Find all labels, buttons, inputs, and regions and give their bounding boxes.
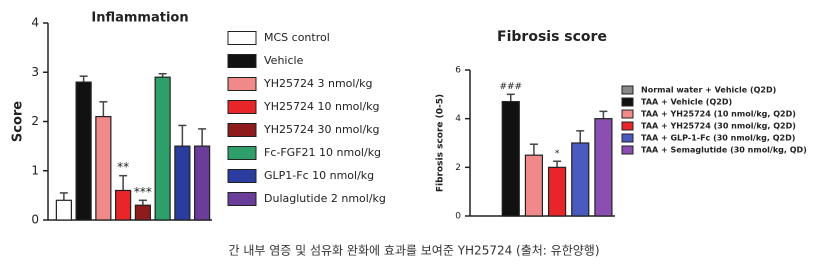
legend-label: TAA + Vehicle (Q2D) <box>641 98 732 107</box>
legend-label: YH25724 10 nmol/kg <box>263 100 380 113</box>
legend-swatch <box>227 100 257 114</box>
bar <box>95 115 112 221</box>
chart-title: Fibrosis score <box>497 29 607 45</box>
y-tick-label: 3 <box>31 65 39 79</box>
bar <box>571 142 590 217</box>
legend-swatch <box>621 133 634 143</box>
bar <box>115 189 132 221</box>
y-tick-label: 0 <box>455 212 461 222</box>
annotation: * <box>555 149 560 159</box>
bar <box>594 118 613 217</box>
legend-label: MCS control <box>264 31 330 44</box>
bar <box>134 204 151 221</box>
y-tick-label: 0 <box>31 213 39 227</box>
y-tick-label: 6 <box>455 66 461 76</box>
legend-label: TAA + YH25724 (30 nmol/kg, Q2D) <box>641 122 796 131</box>
bar <box>524 154 544 217</box>
annotation: ** <box>117 160 129 174</box>
bar <box>75 81 92 221</box>
y-tick-label: 4 <box>455 114 461 124</box>
legend-swatch <box>227 54 257 68</box>
legend-swatch <box>227 192 257 206</box>
legend-swatch <box>621 121 634 131</box>
legend-label: TAA + GLP-1-Fc (30 nmol/kg, Q2D) <box>641 134 795 143</box>
legend-label: YH25724 3 nmol/kg <box>263 77 373 90</box>
bar <box>154 76 171 221</box>
legend-swatch <box>621 85 634 95</box>
legend-label: TAA + Semaglutide (30 nmol/kg, QD) <box>641 146 807 155</box>
annotation: *** <box>134 185 152 199</box>
y-axis-label: Score <box>11 101 26 142</box>
bar <box>501 101 520 217</box>
legend-swatch <box>227 123 257 137</box>
legend-swatch <box>227 169 257 183</box>
bar <box>174 145 191 221</box>
legend-swatch <box>621 145 634 155</box>
legend-label: TAA + YH25724 (10 nmol/kg, Q2D) <box>641 110 796 119</box>
legend-swatch <box>621 97 634 107</box>
y-axis-label: Fibrosis score (0-5) <box>436 94 446 192</box>
legend-label: YH25724 30 nmol/kg <box>263 123 380 136</box>
bar <box>194 145 211 221</box>
legend-swatch <box>227 146 257 160</box>
legend-swatch <box>227 77 257 91</box>
annotation: ### <box>499 82 522 92</box>
y-tick-label: 2 <box>455 163 461 173</box>
legend-swatch <box>227 31 257 45</box>
legend-label: Dulaglutide 2 nmol/kg <box>264 192 386 205</box>
legend-swatch <box>621 109 634 119</box>
legend-label: GLP1-Fc 10 nmol/kg <box>264 169 374 182</box>
legend-label: Vehicle <box>264 54 304 67</box>
y-tick-label: 1 <box>31 163 39 177</box>
caption: 간 내부 염증 및 섬유화 완화에 효과를 보여준 YH25724 (출처: 유… <box>228 243 599 258</box>
chart-title: Inflammation <box>91 11 188 26</box>
y-tick-label: 2 <box>31 114 39 128</box>
y-tick-label: 4 <box>31 16 39 30</box>
bar <box>547 166 567 217</box>
bar <box>55 199 72 221</box>
legend-label: Normal water + Vehicle (Q2D) <box>641 86 776 95</box>
legend-label: Fc-FGF21 10 nmol/kg <box>264 146 381 159</box>
